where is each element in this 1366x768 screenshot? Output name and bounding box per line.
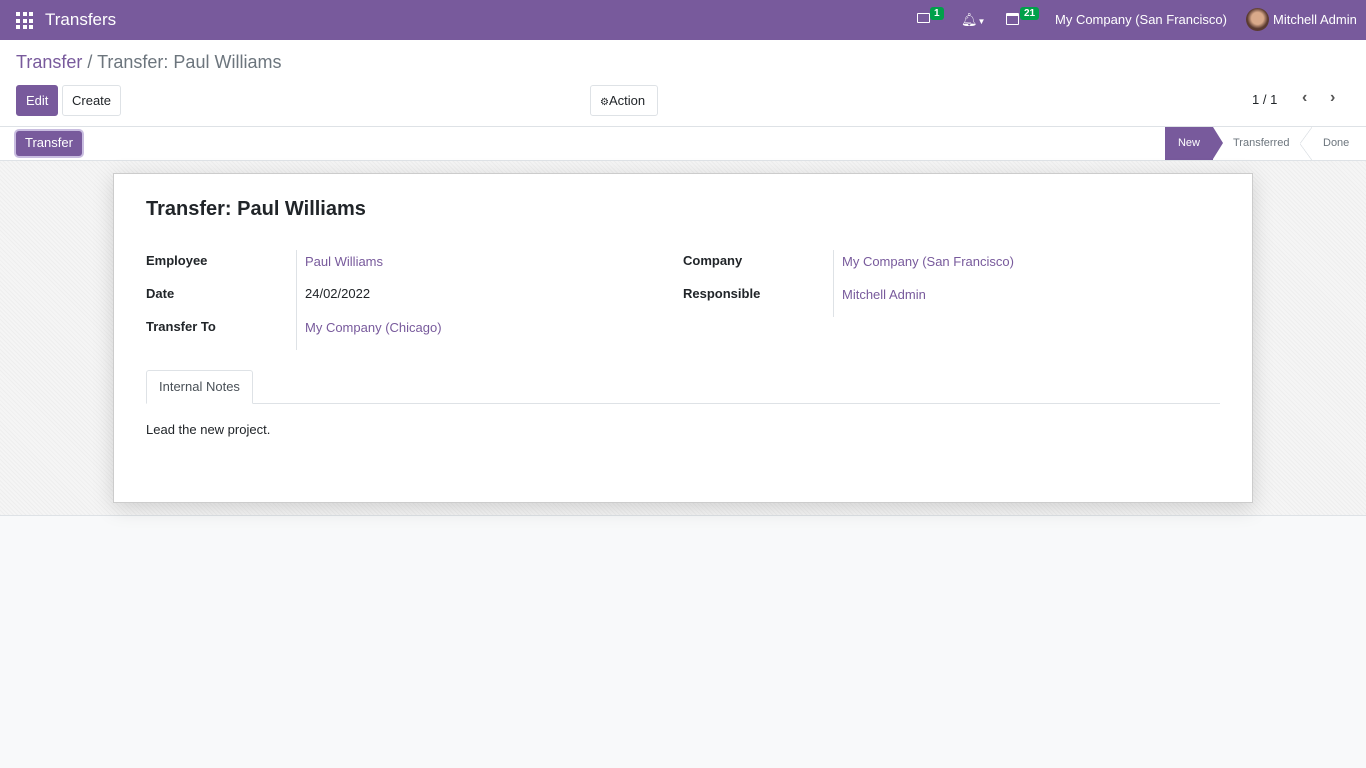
form-background: Transfer: Paul Williams Employee Date Tr… — [0, 161, 1366, 516]
calendar-icon — [1006, 13, 1019, 25]
user-name: Mitchell Admin — [1273, 12, 1357, 27]
stage-label: Done — [1323, 137, 1350, 149]
divider — [296, 250, 297, 350]
stage-arrow — [1213, 127, 1223, 159]
employee-field[interactable]: Paul Williams — [305, 254, 384, 269]
pager-value[interactable]: 1 / 1 — [1252, 92, 1278, 107]
form-title: Transfer: Paul Williams — [146, 198, 366, 220]
control-panel: Transfer / Transfer: Paul Williams Edit … — [0, 40, 1366, 127]
stage-label: New — [1177, 137, 1200, 149]
transfer-to-field[interactable]: My Company (Chicago) — [305, 320, 442, 335]
date-label: Date — [146, 286, 175, 301]
transfer-to-label: Transfer To — [146, 319, 216, 334]
tab-internal-notes[interactable]: Internal Notes — [146, 370, 253, 404]
transfer-button[interactable]: Transfer — [16, 131, 82, 156]
stage-done[interactable]: Done — [1323, 127, 1349, 160]
avatar — [1246, 8, 1269, 31]
status-bar: Transfer New Transferred Done — [0, 127, 1366, 161]
app-title[interactable]: Transfers — [45, 10, 117, 29]
pager-next-icon[interactable]: › — [1330, 89, 1336, 106]
responsible-label: Responsible — [683, 286, 761, 301]
internal-notes-text: Lead the new project. — [146, 422, 271, 437]
messages-button[interactable]: 1 — [916, 7, 946, 31]
action-button[interactable]: ⚙Action — [590, 85, 658, 116]
stage-label: Transferred — [1233, 137, 1290, 149]
user-menu[interactable]: Mitchell Admin — [1246, 8, 1357, 31]
stage-transferred[interactable]: Transferred — [1233, 127, 1289, 160]
breadcrumb: Transfer / Transfer: Paul Williams — [16, 52, 281, 73]
breadcrumb-separator: / — [87, 52, 93, 72]
top-navbar: Transfers 1 🔔︎▼ 21 My Company (San Franc… — [0, 0, 1366, 40]
breadcrumb-current: Transfer: Paul Williams — [97, 52, 282, 72]
tab-border — [146, 403, 1220, 404]
edit-button[interactable]: Edit — [16, 85, 59, 116]
create-button[interactable]: Create — [62, 85, 122, 116]
divider — [833, 250, 834, 317]
company-field[interactable]: My Company (San Francisco) — [842, 254, 1014, 269]
date-field: 24/02/2022 — [305, 286, 371, 301]
stage-new[interactable]: New — [1165, 127, 1213, 160]
action-label: Action — [608, 93, 646, 108]
breadcrumb-parent[interactable]: Transfer — [16, 52, 83, 72]
company-label: Company — [683, 253, 743, 268]
messages-badge: 1 — [930, 7, 944, 20]
company-switcher[interactable]: My Company (San Francisco) — [1055, 12, 1227, 27]
activities-badge: 21 — [1020, 7, 1040, 20]
stage-divider — [1300, 127, 1312, 160]
responsible-field[interactable]: Mitchell Admin — [842, 287, 926, 302]
chat-icon — [917, 13, 930, 23]
notifications-icon[interactable]: 🔔︎▼ — [961, 12, 986, 27]
apps-menu-icon[interactable] — [16, 12, 33, 29]
activities-button[interactable]: 21 — [1005, 7, 1041, 31]
gear-icon: ⚙ — [600, 97, 609, 108]
employee-label: Employee — [146, 253, 208, 268]
pager-previous-icon[interactable]: ‹ — [1302, 89, 1308, 106]
form-sheet: Transfer: Paul Williams Employee Date Tr… — [113, 173, 1253, 503]
